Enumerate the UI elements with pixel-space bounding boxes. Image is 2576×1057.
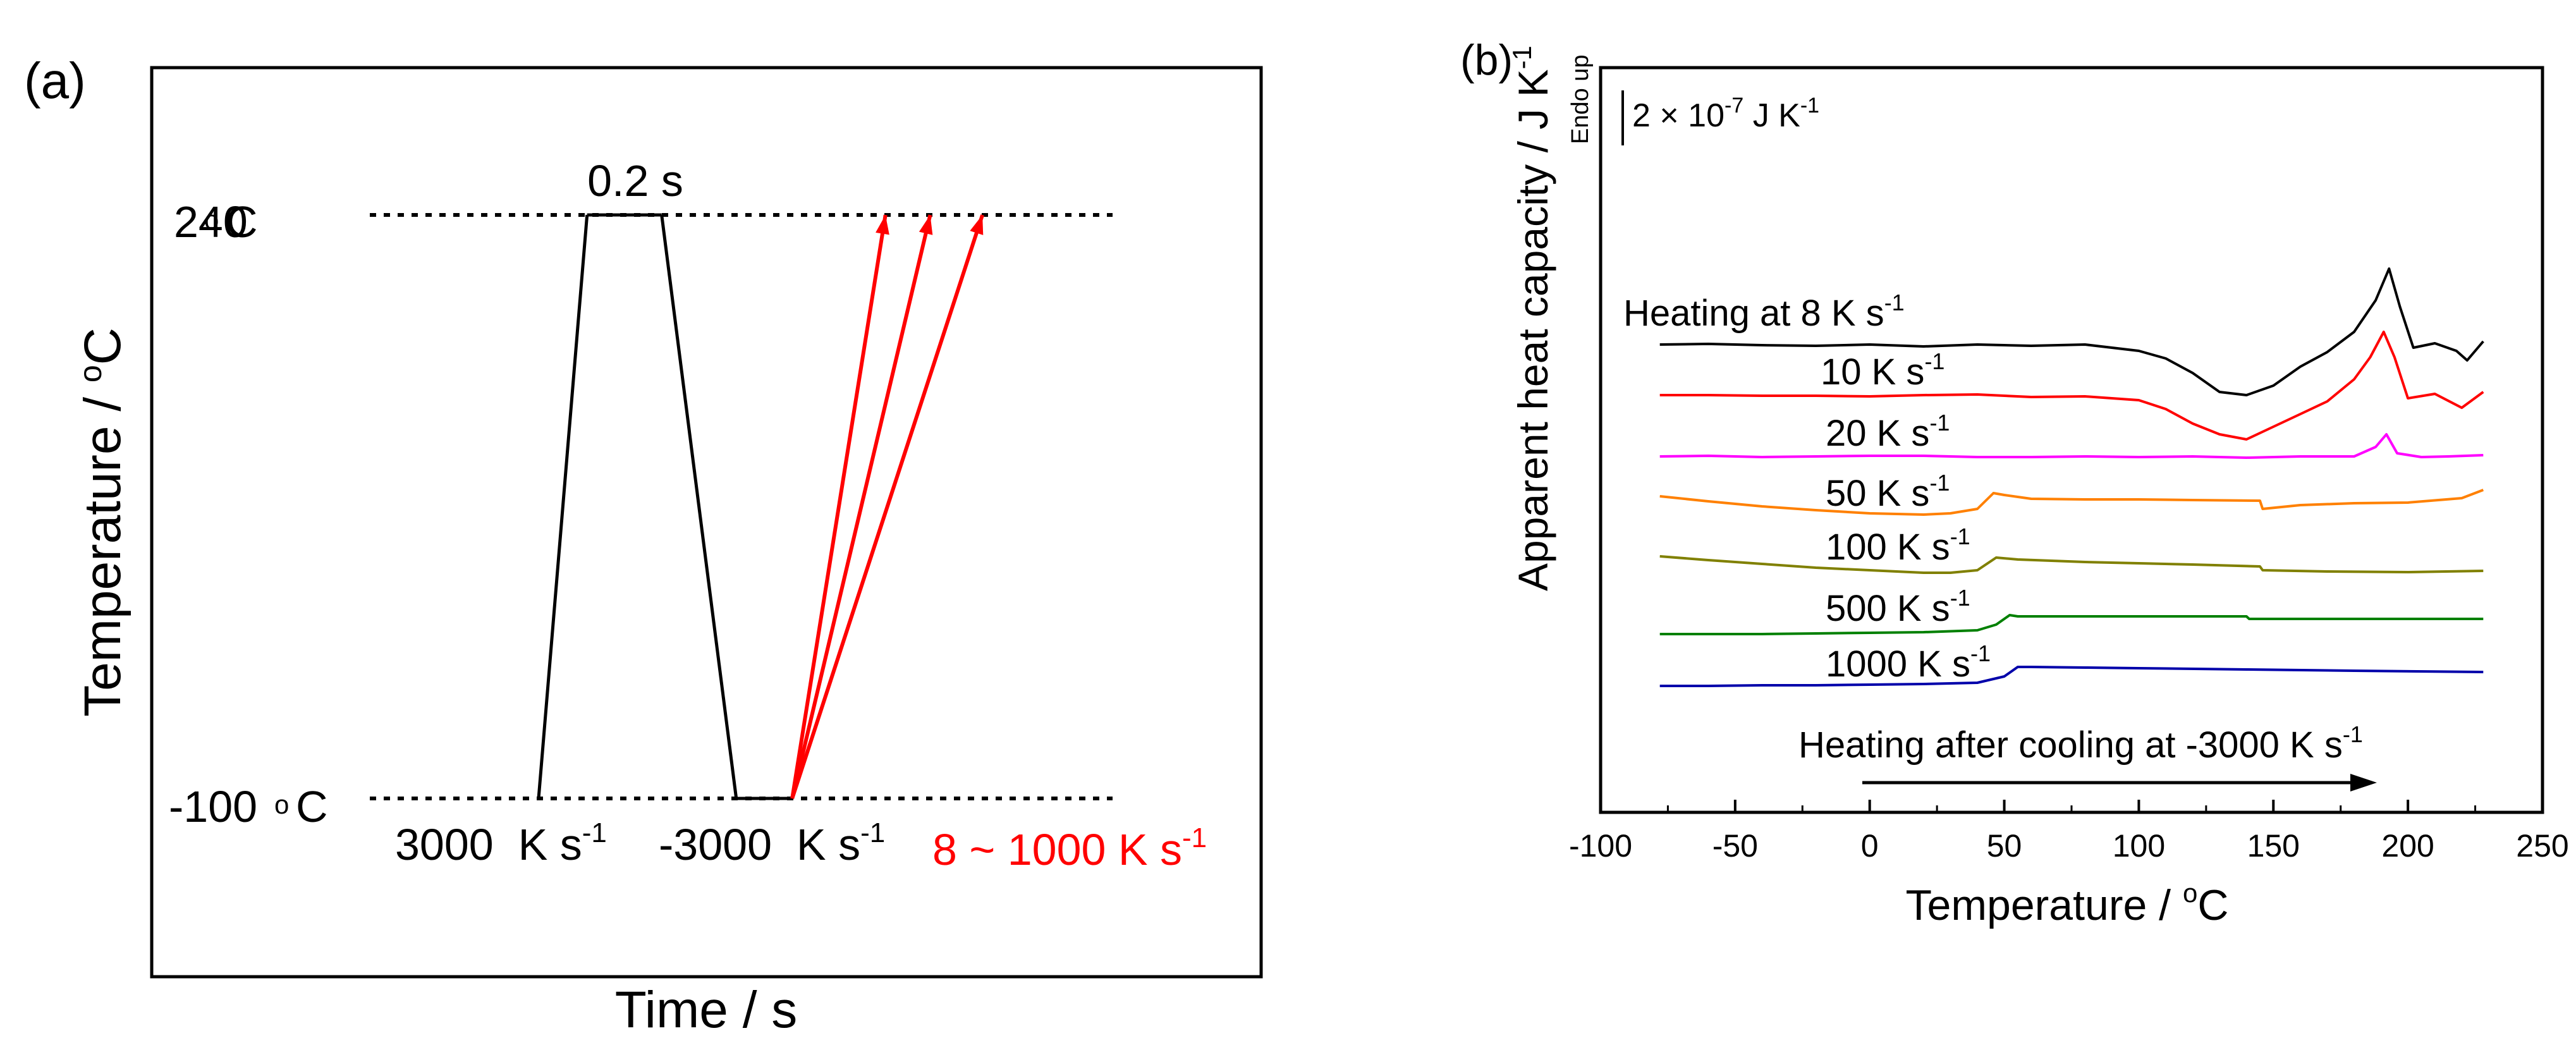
heat-capacity-curve <box>1659 433 2484 459</box>
heating-rate-arrowhead <box>970 215 984 235</box>
series-label-10: 10 K s-1 <box>1821 348 1944 393</box>
heat-capacity-curve <box>1659 555 2484 574</box>
heat-capacity-curves <box>1659 267 2484 687</box>
panel-a-frame <box>150 66 1263 979</box>
heating-rate-arrow <box>790 214 932 799</box>
heating-rate-arrow <box>790 214 984 799</box>
heat-capacity-curve <box>1659 267 2484 396</box>
series-label-50: 50 K s-1 <box>1826 470 1950 514</box>
series-label-100: 100 K s-1 <box>1826 523 1970 568</box>
rate-label-heating-range: 8 ~ 1000 K s-1 <box>932 822 1207 874</box>
panel-a-y-axis-label: Temperature / oC <box>73 327 131 717</box>
panel-a-xlabel: Time / s <box>615 981 798 1039</box>
protocol-segment <box>537 214 589 799</box>
heating-rate-arrowhead <box>876 215 889 235</box>
panel-a: (a) 240 o C -100 o C Temperature / oC Ti… <box>24 52 1263 1039</box>
x-tick-label: 200 <box>2381 828 2434 864</box>
x-tick-label: 0 <box>1861 828 1879 864</box>
rate-label-cool-3000: -3000 K s-1 <box>659 817 885 869</box>
panel-b-label: (b) <box>1460 36 1513 84</box>
heat-capacity-curve <box>1659 614 2484 635</box>
series-label-500: 500 K s-1 <box>1826 585 1970 629</box>
heating-rate-arrow <box>790 214 888 799</box>
panel-b-y-axis-label: Apparent heat capacity / J K-1 <box>1507 46 1556 591</box>
rate-label-heat-3000: 3000 K s-1 <box>395 817 607 869</box>
panel-a-ylabel: Temperature / oC <box>73 327 131 717</box>
endo-up-label-group: Endo up <box>1567 54 1594 144</box>
heating-direction-arrowhead <box>2350 774 2377 791</box>
protocol-segment <box>660 214 738 799</box>
panel-b-ylabel: Apparent heat capacity / J K-1 <box>1507 46 1556 591</box>
series-label-8: Heating at 8 K s-1 <box>1623 290 1905 334</box>
x-tick-label: 150 <box>2247 828 2300 864</box>
tick-label-240-unit: C <box>226 197 258 247</box>
panel-b-x-axis: -100 -50 0 50 100 150 200 250 <box>1569 800 2569 864</box>
endo-up-label: Endo up <box>1567 54 1594 144</box>
x-tick-label: 250 <box>2516 828 2568 864</box>
x-tick-label: -100 <box>1569 828 1632 864</box>
panel-b-frame <box>1599 66 2544 814</box>
protocol-lines <box>537 213 984 800</box>
panel-a-label: (a) <box>24 52 86 109</box>
series-label-20: 20 K s-1 <box>1826 410 1950 454</box>
scale-bar-label: 2 × 10-7 J K-1 <box>1632 94 1819 134</box>
heat-capacity-curve <box>1659 489 2484 516</box>
heating-annotation: Heating after cooling at -3000 K s-1 <box>1798 721 2363 766</box>
heat-capacity-curve <box>1659 331 2484 441</box>
tick-label-240-degree: o <box>204 205 219 235</box>
panel-b-xlabel: Temperature / oC <box>1906 878 2229 929</box>
tick-label-minus-100-unit: C <box>296 782 328 831</box>
panel-b: (b) -100 -50 0 50 100 150 200 250 Temperature /… <box>1460 36 2569 929</box>
heat-capacity-curve <box>1659 666 2484 687</box>
tick-label-minus-100: -100 <box>169 782 257 831</box>
hold-time-label: 0.2 s <box>587 156 683 205</box>
heating-rate-arrowhead <box>919 215 933 235</box>
x-tick-label: -50 <box>1712 828 1758 864</box>
x-tick-label: 50 <box>1987 828 2022 864</box>
x-tick-label: 100 <box>2113 828 2165 864</box>
tick-label-minus-100-degree: o <box>274 790 289 819</box>
series-label-1000: 1000 K s-1 <box>1826 640 1991 685</box>
tick-label-240: 240 <box>174 197 248 247</box>
